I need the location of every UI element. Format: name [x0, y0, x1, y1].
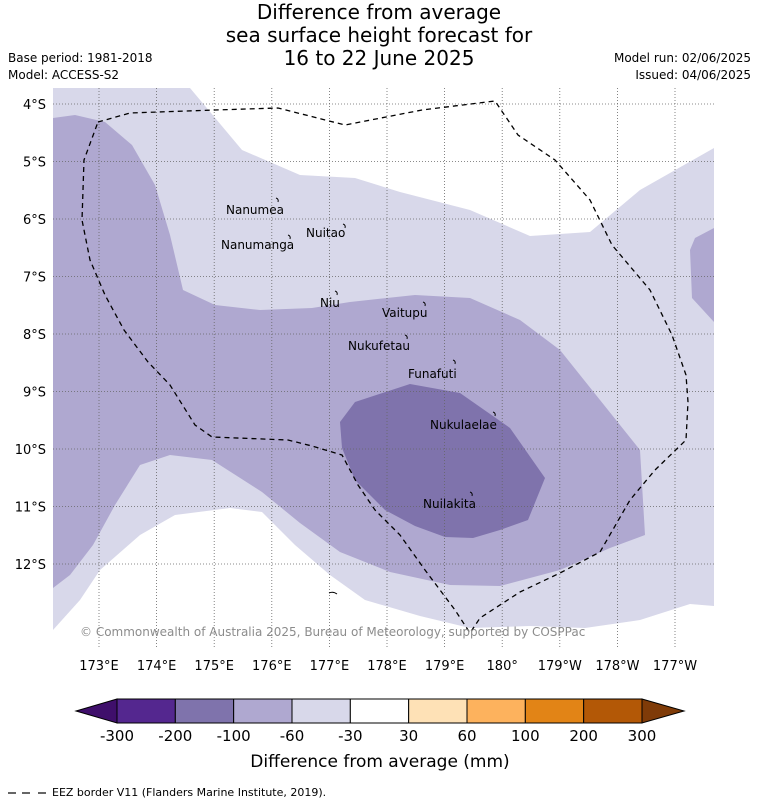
colorbar-bin — [408, 698, 468, 724]
colorbar-bin — [583, 698, 643, 724]
colorbar-tick-label: -100 — [217, 727, 251, 745]
island-label: Niu — [320, 296, 340, 310]
island-outline — [342, 223, 346, 229]
lon-label: 179°W — [538, 659, 582, 674]
issued-date: Issued: 04/06/2025 — [635, 68, 751, 82]
colorbar-bin — [174, 698, 235, 724]
colorbar-tick-label: 200 — [569, 727, 598, 745]
island-outline — [334, 290, 338, 296]
island-label: Nukulaelae — [430, 418, 497, 432]
island-label: Vaitupu — [382, 306, 428, 320]
longitude-labels: 173°E 174°E 175°E 176°E 177°E 178°E 179°E 180° 1… — [79, 659, 697, 674]
island-markers — [275, 197, 496, 595]
map-title-line-3: 16 to 22 June 2025 — [283, 46, 475, 70]
eez-legend-text: EEZ border V11 (Flanders Marine Institut… — [52, 786, 327, 799]
model-run: Model run: 02/06/2025 — [613, 51, 751, 65]
anomaly-contours — [53, 88, 714, 648]
contour-band-minus-100-to-minus-200 — [340, 384, 545, 538]
lon-label: 173°E — [79, 659, 119, 674]
island-label: Funafuti — [408, 367, 457, 381]
colorbar-tick-label: 300 — [628, 727, 657, 745]
lat-label: 6°S — [23, 213, 46, 228]
colorbar-tick-label: -300 — [100, 727, 134, 745]
lat-label: 8°S — [23, 328, 46, 343]
island-label: Nanumanga — [221, 238, 294, 252]
colorbar-tick-label: -30 — [338, 727, 363, 745]
colorbar: -300 -200 -100 -60 -30 30 60 100 200 300 — [74, 698, 686, 745]
islet-outline — [328, 591, 338, 595]
lat-label: 11°S — [15, 501, 46, 516]
island-outline — [404, 334, 408, 340]
colorbar-max-arrow — [641, 698, 686, 724]
base-period: Base period: 1981-2018 — [8, 51, 153, 65]
island-outline — [287, 234, 291, 240]
colorbar-bin — [291, 698, 351, 724]
lat-label: 9°S — [23, 386, 46, 401]
colorbar-bin — [116, 698, 176, 724]
colorbar-bin — [349, 698, 410, 724]
lat-label: 10°S — [15, 443, 46, 458]
island-outline — [469, 491, 473, 497]
colorbar-tick-label: 60 — [457, 727, 476, 745]
graticule — [53, 88, 714, 648]
lon-label: 174°E — [137, 659, 177, 674]
lon-label: 179°E — [425, 659, 465, 674]
island-outline — [452, 359, 456, 365]
model-name: Model: ACCESS-S2 — [8, 68, 120, 82]
lon-label: 176°E — [252, 659, 292, 674]
colorbar-bin — [233, 698, 293, 724]
lon-label: 178°E — [367, 659, 407, 674]
island-label: Nanumea — [226, 203, 284, 217]
lat-label: 7°S — [23, 271, 46, 286]
lon-label: 177°E — [310, 659, 350, 674]
island-label: Nukufetau — [348, 339, 410, 353]
copyright-notice: © Commonwealth of Australia 2025, Bureau… — [80, 625, 585, 639]
island-outline — [492, 411, 496, 417]
island-outline — [275, 197, 279, 203]
colorbar-tick-label: 30 — [399, 727, 418, 745]
island-label: Nuitao — [306, 226, 345, 240]
colorbar-bin — [466, 698, 526, 724]
island-outline — [422, 301, 426, 307]
latitude-labels: 4°S 5°S 6°S 7°S 8°S 9°S 10°S 11°S 12°S — [15, 98, 46, 573]
colorbar-min-arrow — [74, 698, 118, 724]
eez-border — [81, 100, 689, 635]
lon-label: 175°E — [194, 659, 234, 674]
island-labels: Nanumea Nuitao Nanumanga Niu Vaitupu Nukufeta… — [221, 203, 497, 511]
map-title-line-1: Difference from average — [256, 0, 502, 24]
lon-label: 177°W — [653, 659, 697, 674]
colorbar-tick-label: 100 — [511, 727, 540, 745]
lat-label: 5°S — [23, 156, 46, 171]
map-title-line-2: sea surface height forecast for — [225, 23, 533, 47]
lon-label: 180° — [487, 659, 518, 674]
colorbar-bin — [524, 698, 585, 724]
lat-label: 4°S — [23, 98, 46, 113]
lon-label: 178°W — [595, 659, 639, 674]
colorbar-tick-label: -60 — [280, 727, 305, 745]
colorbar-label: Difference from average (mm) — [250, 752, 509, 772]
colorbar-tick-label: -200 — [158, 727, 192, 745]
island-label: Nuilakita — [423, 497, 476, 511]
lat-label: 12°S — [15, 558, 46, 573]
